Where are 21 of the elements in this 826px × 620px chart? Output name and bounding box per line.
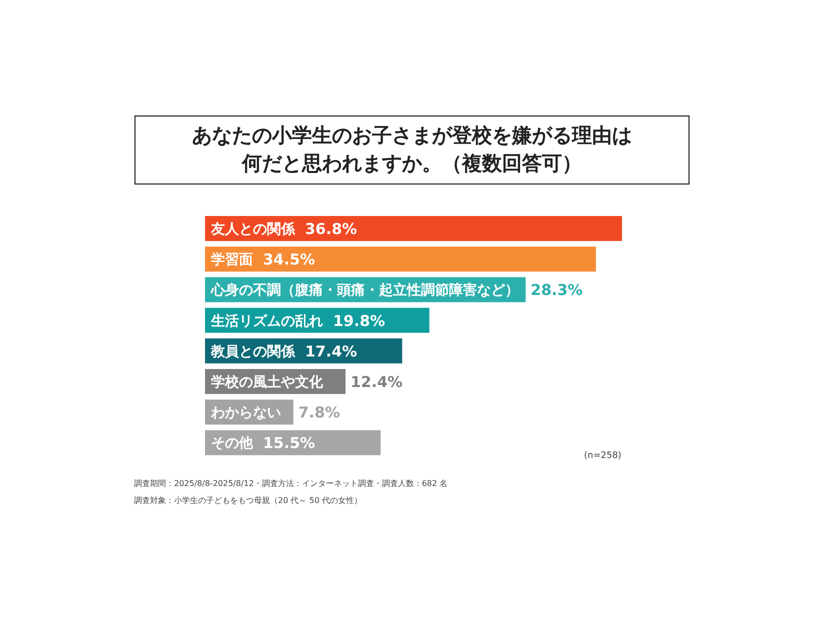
data-label: 17.4% xyxy=(305,342,358,360)
y-tick-label: その他 xyxy=(211,436,254,452)
data-label: 36.8% xyxy=(305,220,358,238)
y-tick-label: 学校の風土や文化 xyxy=(211,374,324,390)
annotation: (n=258) xyxy=(584,451,622,461)
chart-title: あなたの小学生のお子さまが登校を嫌がる理由は何だと思われますか。（複数回答可） xyxy=(192,123,632,175)
y-tick-label: 学習面 xyxy=(211,252,253,268)
y-tick-label: 生活リズムの乱れ xyxy=(210,313,323,330)
data-label: 19.8% xyxy=(333,312,386,330)
data-label: 28.3% xyxy=(530,281,583,300)
text: 調査対象：小学生の子どもをもつ母親（20 代～ 50 代の女性） xyxy=(134,496,362,505)
y-tick-label: 心身の不調（腹痛・頭痛・起立性調節障害など） xyxy=(210,282,519,299)
data-label: 7.8% xyxy=(298,404,340,422)
y-tick-label: わからない xyxy=(210,405,281,422)
bar xyxy=(205,246,596,272)
data-label: 15.5% xyxy=(263,434,316,452)
data-label: 34.5% xyxy=(263,250,316,269)
data-label: 12.4% xyxy=(350,373,403,391)
y-tick-label: 教員との関係 xyxy=(210,344,296,360)
text: 調査期間：2025/8/8-2025/8/12・調査方法：インターネット調査・調査人数：682 名 xyxy=(134,479,448,488)
y-tick-label: 友人との関係 xyxy=(210,222,296,238)
